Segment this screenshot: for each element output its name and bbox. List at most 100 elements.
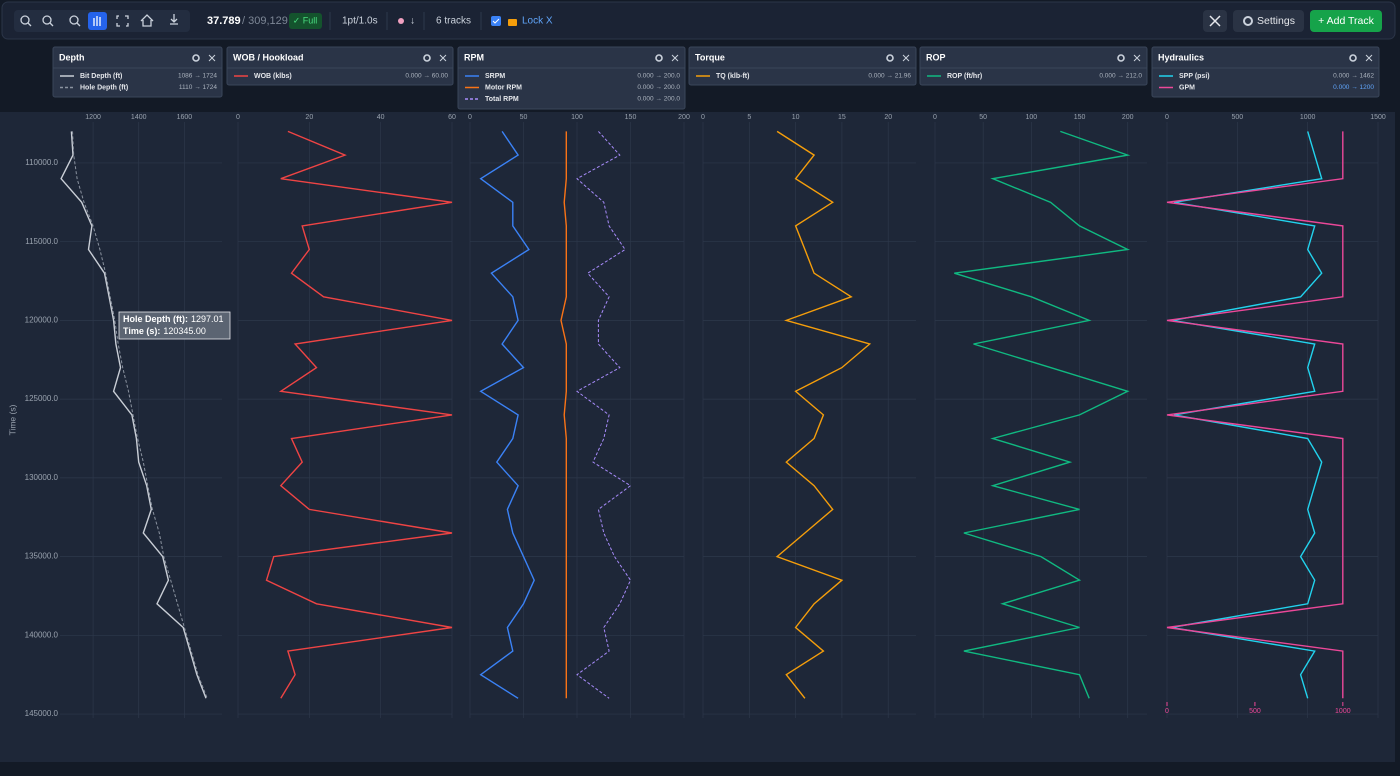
legend-name: SPP (psi) [1179,73,1210,80]
legend-range: 0.000 → 1200 [1333,84,1374,91]
series-line [560,131,567,699]
track-close[interactable] [1365,54,1373,62]
series-line [1166,131,1344,699]
track-title: WOB / Hookload [233,52,304,62]
tooltip [118,311,231,340]
x-tick-label: 1500 [1370,114,1386,121]
track-settings[interactable] [655,54,663,62]
y-tick-label: 140000.0 [25,630,59,639]
series-line [72,131,208,699]
legend-name: Hole Depth (ft) [80,84,128,91]
legend-name: SRPM [485,73,505,80]
x-tick-label: 0 [701,114,705,121]
x-tick-label: 5 [747,114,751,121]
x-tick-label: 150 [625,114,637,121]
y-tick-label: 135000.0 [25,552,59,561]
x2-tick-label: 500 [1249,708,1261,715]
zoom-in[interactable] [20,15,32,27]
lock-checkbox[interactable] [491,16,501,26]
x2-tick-label: 1000 [1335,708,1351,715]
gear-icon [1243,16,1253,26]
x-tick-label: 1400 [131,114,147,121]
legend-range: 0.000 → 60.00 [405,73,448,80]
zoom-out[interactable] [42,15,54,27]
track-settings[interactable] [423,54,431,62]
series-line [479,131,535,699]
track-title: Torque [695,52,725,62]
tooltip-value: 1297.01 [191,314,224,324]
full-badge[interactable] [289,13,322,29]
legend-range: 0.000 → 200.0 [637,73,680,80]
total-count: / 309,129 [242,15,288,27]
plot-area [0,112,1395,762]
x-tick-label: 200 [678,114,690,121]
tooltip-line: Hole Depth (ft): 1297.01 [123,314,224,324]
fit[interactable] [116,15,129,27]
x-tick-label: 15 [838,114,846,121]
legend-name: TQ (klb-ft) [716,73,749,80]
y-tick-label: 115000.0 [25,237,58,246]
legend-range: 0.000 → 200.0 [637,84,680,91]
settings-button[interactable] [1233,10,1304,32]
track-close[interactable] [1133,54,1141,62]
track-close[interactable] [439,54,447,62]
track-close[interactable] [208,54,216,62]
track-title: ROP [926,52,946,62]
tooltip-line: Time (s): 120345.00 [123,326,206,336]
add-track-button[interactable] [1310,10,1382,32]
toolbar [1,1,1396,40]
track-close[interactable] [671,54,679,62]
y-tick-label: 110000.0 [25,158,58,167]
track-header [52,46,223,98]
x-tick-label: 150 [1074,114,1086,121]
visible-count: 37.789 [207,15,241,27]
x-tick-label: 20 [884,114,892,121]
series-line [1171,131,1323,699]
download[interactable] [170,14,178,25]
x-tick-label: 50 [979,114,987,121]
full-label: ✓ Full [293,15,318,25]
zoom[interactable] [69,15,81,27]
x-tick-label: 1000 [1300,114,1316,121]
tooltip-value: 120345.00 [163,326,206,336]
pan-icon [93,16,101,26]
tooltip-label: Hole Depth (ft): [123,314,188,324]
legend-range: 0.000 → 200.0 [637,96,680,103]
y-tick-label: 120000.0 [25,316,59,325]
check [492,18,500,24]
track-count: 6 tracks [436,16,471,27]
track-title: Depth [59,52,85,62]
track-title: RPM [464,52,484,62]
x-tick-label: 0 [468,114,472,121]
x-tick-label: 100 [571,114,583,121]
track-settings[interactable] [886,54,894,62]
track-settings[interactable] [192,54,200,62]
y-axis-title: Time (s) [7,404,17,435]
legend-name: GPM [1179,84,1195,91]
direction-icon [398,18,404,24]
series-line [576,131,632,699]
series-line [265,130,453,699]
legend-name: WOB (klbs) [254,73,292,80]
track-header [457,46,686,110]
track-settings[interactable] [1349,54,1357,62]
close-icon [1209,15,1221,27]
direction[interactable]: ↓ [410,16,415,27]
lock-label[interactable]: Lock X [522,16,553,27]
settings-label: Settings [1257,15,1295,27]
add-track-label: + Add Track [1318,15,1374,27]
x-tick-label: 50 [520,114,528,121]
series-line [60,131,207,699]
legend-range: 0.000 → 212.0 [1099,73,1142,80]
track-settings[interactable] [1117,54,1125,62]
resolution[interactable]: 1pt/1.0s [342,16,378,27]
x2-tick-label: 0 [1165,708,1169,715]
x-tick-label: 0 [933,114,937,121]
lock-icon [508,19,517,26]
track-header [919,46,1148,86]
track-close[interactable] [902,54,910,62]
y-tick-label: 145000.0 [25,709,59,718]
legend-name: ROP (ft/hr) [947,73,982,80]
home[interactable] [140,14,154,27]
